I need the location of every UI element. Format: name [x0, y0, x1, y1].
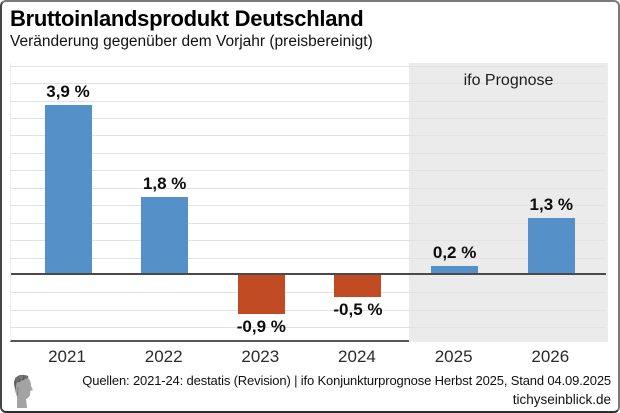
website-url: tichyseinblick.de — [512, 392, 611, 407]
bar-2024 — [334, 275, 382, 297]
value-label-2022: 1,8 % — [142, 173, 187, 193]
bar-2021 — [44, 104, 92, 275]
gridline — [11, 83, 606, 85]
x-tick-2023: 2023 — [241, 347, 280, 366]
zero-axis-line — [11, 273, 606, 275]
gridline — [11, 170, 606, 172]
chart-title: Bruttoinlandsprodukt Deutschland — [10, 6, 364, 31]
gridline — [11, 118, 606, 120]
gridline — [11, 292, 606, 294]
bar-2025 — [431, 266, 479, 275]
x-tick-2021: 2021 — [48, 347, 86, 366]
gridline — [11, 187, 606, 189]
bar-2023 — [237, 275, 285, 315]
gridline — [11, 222, 606, 224]
forecast-region — [409, 63, 608, 342]
plot-area: ifo Prognose 3,9 % 1,8 % -0,9 % -0,5 % 0,2 %… — [10, 63, 608, 342]
x-tick-2025: 2025 — [434, 347, 473, 366]
value-label-2021: 3,9 % — [46, 81, 90, 101]
bar-2022 — [141, 196, 189, 275]
value-label-2023: -0,9 % — [236, 317, 286, 337]
gridline — [11, 257, 606, 259]
tichys-einblick-logo — [14, 374, 33, 408]
gridline — [11, 309, 606, 311]
x-tick-2022: 2022 — [144, 347, 183, 366]
forecast-label: ifo Prognose — [463, 72, 554, 89]
gridline — [11, 135, 606, 137]
chart-subtitle: Veränderung gegenüber dem Vorjahr (preis… — [10, 33, 373, 50]
value-label-2025: 0,2 % — [432, 243, 477, 263]
gridline — [11, 100, 606, 102]
gridline — [11, 152, 606, 154]
gridline — [11, 205, 606, 207]
source-attribution: Quellen: 2021-24: destatis (Revision) | … — [82, 373, 611, 388]
gridline — [11, 327, 606, 329]
value-label-2026: 1,3 % — [529, 195, 574, 215]
x-tick-2026: 2026 — [531, 347, 570, 366]
gridline — [11, 240, 606, 242]
value-label-2024: -0,5 % — [333, 299, 383, 319]
gridline — [11, 65, 606, 67]
bar-2026 — [527, 218, 575, 275]
x-tick-2024: 2024 — [338, 347, 376, 366]
